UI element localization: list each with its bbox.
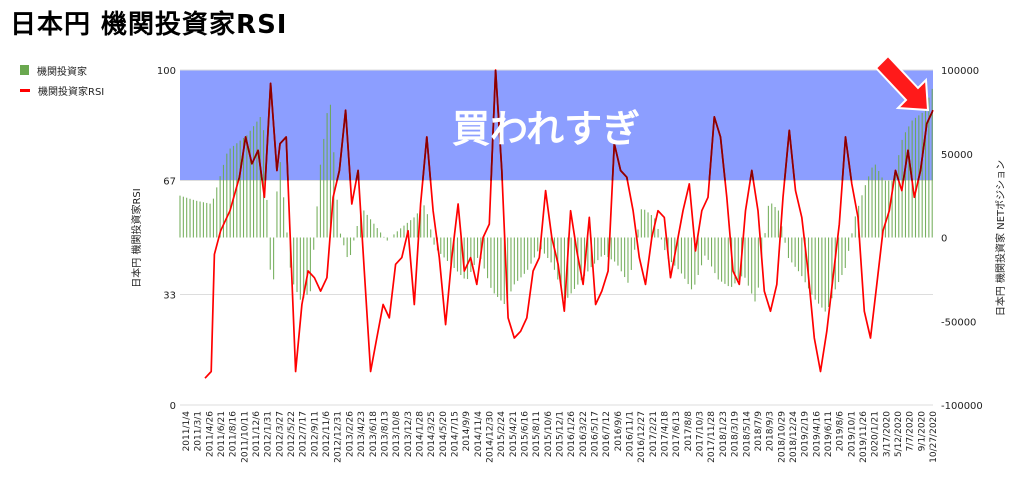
x-tick-label: 2012/3/27 xyxy=(275,411,285,457)
x-tick-label: 2019/4/16 xyxy=(812,411,822,457)
x-tick-label: 2015/8/11 xyxy=(532,411,542,457)
x-tick-label: 3/17/2020 xyxy=(882,411,892,457)
x-tick-label: 2012/7/17 xyxy=(299,411,309,457)
x-tick-label: 2019/11/26 xyxy=(859,411,869,463)
x-tick-label: 2015/12/1 xyxy=(556,411,566,457)
x-tick-label: 2013/8/13 xyxy=(380,411,390,457)
rsi-line xyxy=(204,69,934,379)
x-tick-label: 2018/7/9 xyxy=(754,411,764,452)
x-tick-label: 2011/8/16 xyxy=(229,411,239,457)
x-tick-label: 2011/3/1 xyxy=(194,411,204,451)
x-tick-label: 2012/11/6 xyxy=(322,411,332,457)
x-tick-label: 2019/8/6 xyxy=(836,411,846,452)
legend-bar-swatch xyxy=(20,65,29,75)
x-tick-label: 2013/4/23 xyxy=(357,411,367,457)
x-tick-label: 7/7/2020 xyxy=(906,411,916,452)
x-tick-label: 2015/10/6 xyxy=(544,411,554,457)
x-tick-label: 2019/6/11 xyxy=(824,411,834,457)
legend: 機関投資家 機関投資家RSI xyxy=(20,60,104,100)
right-tick-label: 0 xyxy=(941,234,947,245)
x-tick-label: 2019/2/19 xyxy=(801,411,811,457)
x-tick-label: 2011/6/21 xyxy=(217,411,227,457)
overbought-band xyxy=(180,70,933,181)
x-tick-label: 2012/5/22 xyxy=(287,411,297,457)
left-tick-label: 100 xyxy=(157,66,176,77)
red-arrow-icon xyxy=(874,54,930,112)
x-tick-label: 2017/2/21 xyxy=(649,411,659,457)
x-tick-label: 2011/1/4 xyxy=(182,411,192,452)
right-tick-label: 50000 xyxy=(941,150,973,161)
right-axis-label: 日本円 機関投資家 NETポジション xyxy=(994,160,1007,316)
x-tick-label: 2017/6/13 xyxy=(672,411,682,457)
x-tick-label: 2018/9/3 xyxy=(766,411,776,451)
net-position-bars xyxy=(179,88,933,312)
x-tick-label: 2015/2/24 xyxy=(497,411,507,457)
x-tick-label: 2013/2/26 xyxy=(345,411,355,457)
x-tick-label: 2013/6/18 xyxy=(369,411,379,457)
overbought-label: 買われすぎ xyxy=(452,107,640,151)
left-tick-label: 33 xyxy=(163,290,176,301)
left-tick-label: 0 xyxy=(170,401,176,412)
right-tick-label: 100000 xyxy=(941,66,979,77)
x-tick-label: 2020/1/21 xyxy=(871,411,881,457)
x-tick-label: 2011/12/6 xyxy=(252,411,262,457)
x-tick-label: 2016/1/26 xyxy=(567,411,577,457)
x-tick-label: 2017/8/8 xyxy=(684,411,694,452)
x-tick-label: 2016/12/27 xyxy=(637,411,647,463)
x-tick-label: 2018/5/14 xyxy=(742,411,752,457)
x-tick-label: 2013/12/3 xyxy=(404,411,414,457)
x-tick-label: 2014/1/28 xyxy=(415,411,425,457)
x-tick-label: 2014/7/15 xyxy=(450,411,460,457)
x-tick-label: 2012/1/31 xyxy=(264,411,274,457)
right-axis-ticks: 100000 50000 0 -50000 -100000 xyxy=(941,66,983,412)
x-tick-label: 9/1/2020 xyxy=(917,411,927,452)
legend-item-rsi: 機関投資家RSI xyxy=(20,80,104,100)
x-axis-ticks: 2011/1/4 2011/3/1 2011/4/26 2011/6/21 2011/8… xyxy=(182,411,939,463)
legend-label-net: 機関投資家 xyxy=(37,66,87,78)
x-tick-label: 2014/5/20 xyxy=(439,411,449,457)
left-axis-label: 日本円 機関投資家RSI xyxy=(130,188,143,287)
x-tick-label: 2014/9/9 xyxy=(462,411,472,452)
x-tick-label: 2016/3/22 xyxy=(579,411,589,457)
x-tick-label: 2011/4/26 xyxy=(205,411,215,457)
x-tick-label: 2012/12/31 xyxy=(334,411,344,463)
left-axis-ticks: 100 67 33 0 xyxy=(157,66,176,412)
legend-label-rsi: 機関投資家RSI xyxy=(38,86,105,98)
x-tick-label: 2014/3/25 xyxy=(427,411,437,457)
x-tick-label: 2015/4/21 xyxy=(509,411,519,457)
x-tick-label: 2019/10/1 xyxy=(847,411,857,457)
legend-line-swatch xyxy=(20,88,30,92)
x-tick-label: 2018/12/24 xyxy=(789,411,799,463)
x-tick-label: 2017/11/28 xyxy=(707,411,717,463)
x-tick-label: 2013/10/8 xyxy=(392,411,402,457)
gridlines xyxy=(180,69,933,406)
x-tick-label: 2016/9/6 xyxy=(614,411,624,452)
x-tick-label: 2012/9/11 xyxy=(310,411,320,457)
x-tick-label: 2018/3/19 xyxy=(731,411,741,457)
x-tick-label: 2016/5/17 xyxy=(591,411,601,457)
x-tick-label: 2014/11/4 xyxy=(474,411,484,457)
x-tick-label: 2016/11/1 xyxy=(626,411,636,457)
x-tick-label: 2015/6/16 xyxy=(520,411,530,457)
right-tick-label: -50000 xyxy=(941,317,976,328)
x-tick-label: 2014/12/30 xyxy=(485,411,495,463)
x-tick-label: 5/12/2020 xyxy=(894,411,904,457)
x-tick-label: 10/27/2020 xyxy=(929,411,939,463)
x-tick-label: 2018/1/23 xyxy=(719,411,729,457)
right-tick-label: -100000 xyxy=(941,401,983,412)
rsi-line-group xyxy=(204,69,934,379)
x-tick-label: 2017/4/18 xyxy=(661,411,671,457)
page-title: 日本円 機関投資家RSI xyxy=(10,10,288,40)
legend-item-net: 機関投資家 xyxy=(20,60,104,80)
x-tick-label: 2017/10/3 xyxy=(696,411,706,457)
x-tick-label: 2016/7/12 xyxy=(602,411,612,457)
x-tick-label: 2018/10/29 xyxy=(777,411,787,463)
left-tick-label: 67 xyxy=(163,177,176,188)
x-tick-label: 2011/10/11 xyxy=(240,411,250,463)
